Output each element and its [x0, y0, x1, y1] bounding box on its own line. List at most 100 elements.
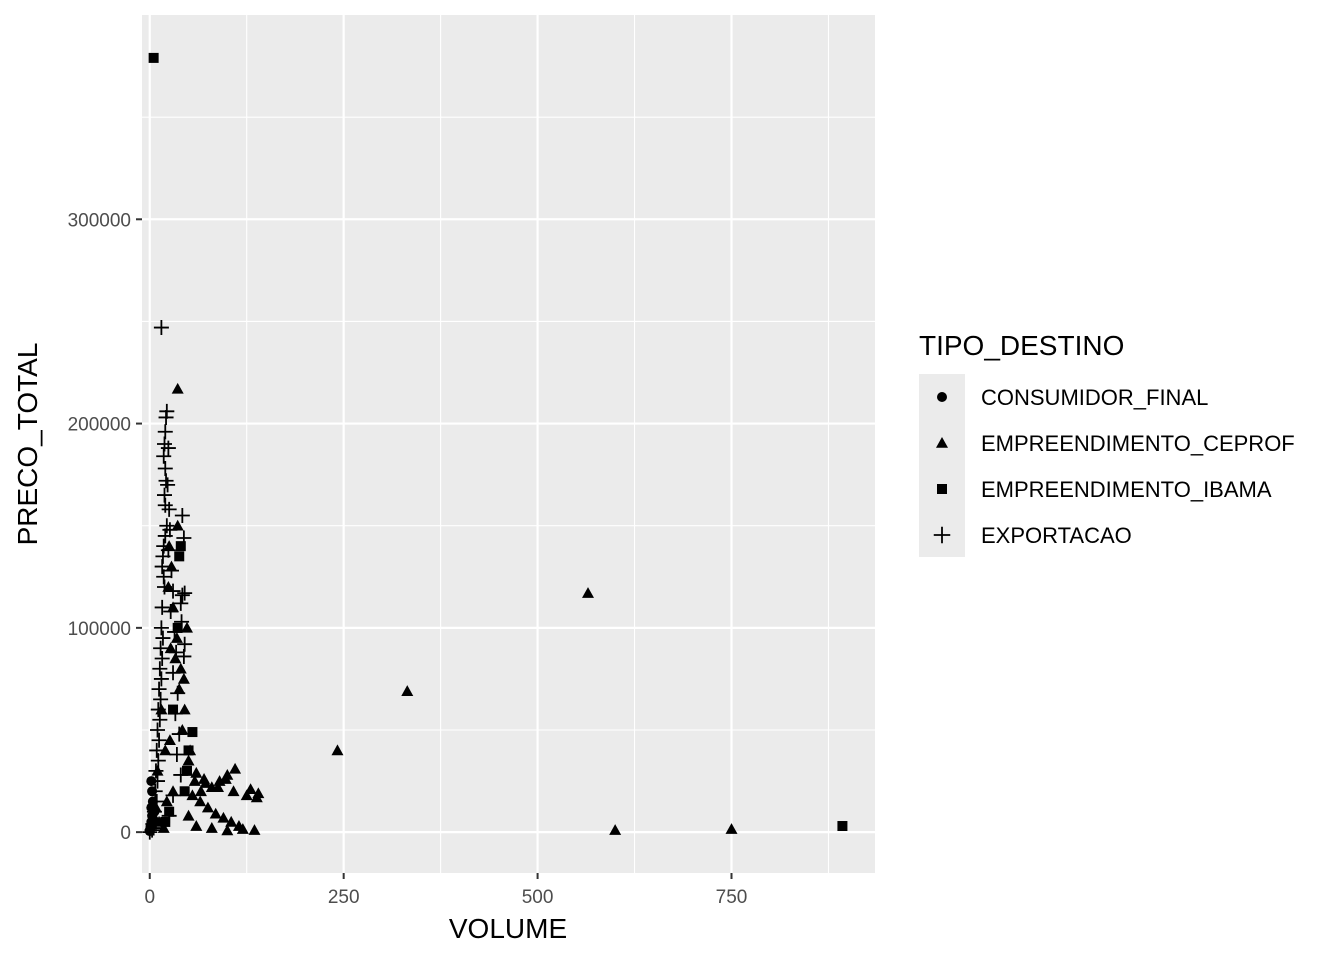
point-empreendimento-ceprof	[170, 632, 183, 643]
point-empreendimento-ceprof	[209, 807, 222, 819]
point-empreendimento-ceprof	[219, 773, 232, 784]
point-empreendimento-ceprof	[186, 789, 199, 801]
point-exportacao	[167, 624, 183, 640]
y-tick-label: 300000	[68, 210, 131, 231]
point-empreendimento-ceprof	[160, 795, 173, 807]
point-exportacao	[160, 440, 176, 456]
point-empreendimento-ibama	[168, 704, 179, 715]
point-exportacao	[142, 824, 158, 840]
point-empreendimento-ibama	[175, 541, 186, 552]
point-exportacao	[160, 542, 176, 558]
major-grid	[142, 15, 875, 873]
point-empreendimento-ibama	[160, 816, 171, 827]
point-empreendimento-ibama	[181, 765, 192, 776]
point-empreendimento-ceprof	[217, 811, 230, 823]
point-exportacao	[161, 808, 177, 824]
point-empreendimento-ceprof	[194, 795, 207, 807]
point-exportacao	[153, 671, 169, 687]
point-exportacao	[165, 665, 181, 681]
legend-key-square	[937, 484, 947, 494]
point-exportacao	[173, 595, 189, 611]
point-exportacao	[151, 681, 167, 697]
x-tick-label: 750	[716, 887, 748, 908]
point-exportacao	[165, 787, 181, 803]
data-points	[142, 52, 848, 840]
point-empreendimento-ceprof	[173, 683, 186, 694]
y-tick-label: 0	[120, 823, 131, 844]
point-exportacao	[154, 559, 170, 575]
point-exportacao	[174, 508, 190, 523]
y-axis-title: PRECO_TOTAL	[12, 343, 43, 546]
point-exportacao	[161, 501, 177, 517]
point-exportacao	[154, 599, 170, 615]
point-exportacao	[169, 747, 185, 763]
point-exportacao	[176, 530, 192, 546]
x-axis-title: VOLUME	[449, 913, 567, 944]
point-exportacao	[146, 804, 162, 820]
point-empreendimento-ceprof	[229, 762, 242, 774]
point-exportacao	[177, 585, 193, 601]
point-exportacao	[159, 518, 175, 534]
minor-grid	[142, 15, 875, 873]
point-empreendimento-ceprof	[174, 662, 187, 674]
point-exportacao	[165, 583, 181, 599]
point-exportacao	[174, 587, 190, 603]
point-exportacao	[176, 648, 192, 664]
y-tick-label: 200000	[68, 415, 131, 436]
point-empreendimento-ceprof	[240, 789, 253, 801]
point-exportacao	[158, 473, 174, 489]
point-exportacao	[160, 477, 176, 493]
legend-keys: CONSUMIDOR_FINAL EMPREENDIMENTO_CEPROF EMP…	[933, 385, 1295, 548]
point-empreendimento-ceprof	[331, 744, 344, 756]
point-exportacao	[158, 409, 174, 425]
point-empreendimento-ceprof	[190, 766, 203, 778]
point-empreendimento-ibama	[179, 786, 190, 797]
point-exportacao	[147, 783, 163, 799]
x-tick-label: 500	[522, 887, 554, 908]
legend-key-plus	[933, 526, 951, 544]
point-empreendimento-ibama	[837, 821, 848, 832]
point-exportacao	[150, 753, 166, 769]
point-empreendimento-ceprof	[221, 824, 234, 836]
legend-key-background	[919, 374, 965, 557]
legend-label: EXPORTACAO	[981, 523, 1132, 548]
point-empreendimento-ceprof	[190, 820, 203, 831]
point-empreendimento-ceprof	[182, 809, 195, 821]
point-empreendimento-ceprof	[178, 703, 191, 715]
x-tick-label: 250	[328, 887, 360, 908]
point-empreendimento-ceprof	[225, 815, 238, 827]
point-empreendimento-ceprof	[180, 621, 193, 633]
point-empreendimento-ibama	[187, 727, 198, 738]
point-exportacao	[168, 644, 184, 660]
point-empreendimento-ceprof	[248, 824, 261, 835]
point-exportacao	[148, 763, 164, 779]
point-empreendimento-ceprof	[171, 382, 184, 394]
point-exportacao	[153, 320, 169, 336]
point-exportacao	[171, 726, 187, 742]
point-exportacao	[151, 732, 167, 748]
point-exportacao	[153, 620, 169, 636]
point-empreendimento-ceprof	[227, 785, 240, 797]
point-empreendimento-ceprof	[171, 519, 184, 531]
point-empreendimento-ibama	[183, 745, 194, 756]
point-empreendimento-ceprof	[582, 587, 595, 598]
point-empreendimento-ceprof	[201, 801, 214, 813]
legend-label: EMPREENDIMENTO_CEPROF	[981, 431, 1295, 456]
point-empreendimento-ceprof	[188, 775, 201, 786]
point-empreendimento-ceprof	[250, 791, 263, 803]
point-exportacao	[154, 651, 170, 666]
point-empreendimento-ceprof	[199, 777, 212, 788]
point-empreendimento-ceprof	[194, 785, 207, 797]
y-tick-label: 100000	[68, 619, 131, 640]
point-exportacao	[167, 706, 183, 722]
point-empreendimento-ceprof	[157, 822, 170, 833]
point-exportacao	[148, 814, 164, 830]
point-empreendimento-ibama	[148, 52, 159, 63]
point-exportacao	[149, 794, 165, 809]
point-empreendimento-ceprof	[401, 685, 414, 696]
point-exportacao	[153, 640, 169, 656]
point-exportacao	[173, 767, 189, 783]
point-exportacao	[170, 685, 186, 701]
point-empreendimento-ceprof	[725, 823, 738, 834]
point-exportacao	[156, 448, 172, 464]
